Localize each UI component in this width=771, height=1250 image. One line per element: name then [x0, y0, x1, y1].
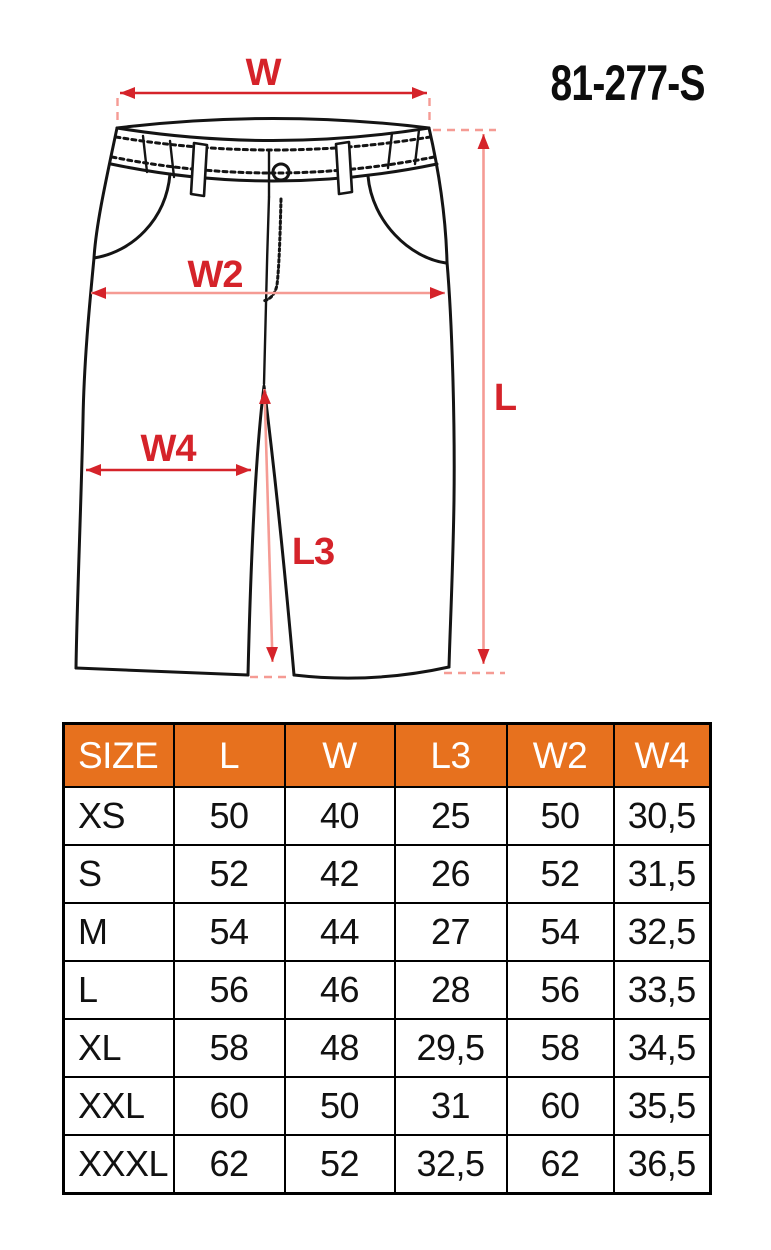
value-cell: 31,5: [612, 844, 712, 904]
waist-opening-line: [115, 117, 431, 130]
table-row-xs: XS 50 40 25 50 30,5: [62, 786, 712, 846]
value-cell: 36,5: [612, 1134, 712, 1195]
w2-label: W2: [188, 254, 243, 296]
value-cell: 31: [393, 1076, 508, 1136]
value-cell: 27: [393, 902, 508, 962]
size-cell: XXXL: [62, 1134, 175, 1195]
table-row-s: S 52 42 26 52 31,5: [62, 844, 712, 904]
value-cell: 30,5: [612, 786, 712, 846]
value-cell: 62: [172, 1134, 286, 1195]
col-header-size: SIZE: [62, 722, 175, 788]
w4-label: W4: [141, 428, 197, 470]
left-outer-seam: [74, 126, 119, 670]
dimension-w4: W4: [86, 428, 251, 476]
waistband-bottom-line: [109, 162, 439, 183]
size-cell: M: [62, 902, 175, 962]
right-outer-seam: [427, 126, 456, 669]
dimension-l3: L3: [250, 388, 335, 679]
value-cell: 58: [505, 1018, 615, 1078]
col-header-w: W: [283, 722, 396, 788]
value-cell: 52: [505, 844, 615, 904]
col-header-w4: W4: [612, 722, 712, 788]
value-cell: 54: [172, 902, 286, 962]
l-label: L: [494, 377, 517, 419]
value-cell: 40: [283, 786, 396, 846]
belt-loop: [334, 140, 354, 196]
value-cell: 29,5: [393, 1018, 508, 1078]
waistband-seam: [141, 134, 149, 174]
value-cell: 60: [172, 1076, 286, 1136]
value-cell: 48: [283, 1018, 396, 1078]
col-header-l3: L3: [393, 722, 508, 788]
dimension-w2: W2: [91, 254, 445, 299]
value-cell: 52: [283, 1134, 396, 1195]
right-pocket-curve: [366, 174, 448, 265]
value-cell: 50: [505, 786, 615, 846]
value-cell: 58: [172, 1018, 286, 1078]
waist-button: [271, 162, 291, 182]
w-label: W: [246, 52, 282, 94]
size-cell: XXL: [62, 1076, 175, 1136]
table-row-xl: XL 58 48 29,5 58 34,5: [62, 1018, 712, 1078]
value-cell: 25: [393, 786, 508, 846]
shorts-measurement-diagram: W L W2 W4 L3: [74, 52, 518, 680]
value-cell: 35,5: [612, 1076, 712, 1136]
value-cell: 46: [283, 960, 396, 1020]
waistband-top-line: [115, 126, 431, 142]
value-cell: 32,5: [393, 1134, 508, 1195]
table-row-l: L 56 46 28 56 33,5: [62, 960, 712, 1020]
table-row-xxxl: XXXL 62 52 32,5 62 36,5: [62, 1134, 712, 1195]
left-leg-hem: [74, 666, 250, 677]
product-code: 81-277-S: [550, 55, 706, 111]
value-cell: 44: [283, 902, 396, 962]
belt-loop: [189, 141, 209, 198]
waistband-stitching: [114, 135, 432, 152]
l3-label: L3: [292, 531, 334, 573]
value-cell: 54: [505, 902, 615, 962]
size-cell: S: [62, 844, 175, 904]
value-cell: 34,5: [612, 1018, 712, 1078]
size-cell: XL: [62, 1018, 175, 1078]
value-cell: 33,5: [612, 960, 712, 1020]
left-pocket-curve: [92, 172, 172, 260]
l3-arrow: [258, 388, 279, 663]
size-cell: L: [62, 960, 175, 1020]
dimension-w: W: [116, 52, 431, 126]
col-header-w2: W2: [505, 722, 615, 788]
inner-leg-seams: [246, 384, 296, 677]
value-cell: 52: [172, 844, 286, 904]
size-cell: XS: [62, 786, 175, 846]
value-cell: 60: [505, 1076, 615, 1136]
dimension-l: L: [433, 128, 518, 675]
right-leg-hem: [292, 665, 451, 680]
waistband-seam: [386, 131, 394, 170]
fly-seam: [262, 195, 271, 386]
value-cell: 32,5: [612, 902, 712, 962]
value-cell: 42: [283, 844, 396, 904]
header-row: SIZE L W L3 W2 W4: [62, 722, 712, 788]
value-cell: 50: [172, 786, 286, 846]
table-row-m: M 54 44 27 54 32,5: [62, 902, 712, 962]
size-table: SIZE L W L3 W2 W4 XS 50 40 25 50 30,5: [62, 722, 712, 1195]
value-cell: 56: [505, 960, 615, 1020]
value-cell: 26: [393, 844, 508, 904]
value-cell: 50: [283, 1076, 396, 1136]
waistband-seam: [168, 139, 176, 179]
table-row-xxl: XXL 60 50 31 60 35,5: [62, 1076, 712, 1136]
value-cell: 28: [393, 960, 508, 1020]
value-cell: 62: [505, 1134, 615, 1195]
value-cell: 56: [172, 960, 286, 1020]
waistband-seam: [413, 128, 421, 166]
shorts-drawing: [74, 117, 456, 680]
size-table-container: SIZE L W L3 W2 W4 XS 50 40 25 50 30,5: [62, 722, 712, 1195]
col-header-l: L: [172, 722, 286, 788]
